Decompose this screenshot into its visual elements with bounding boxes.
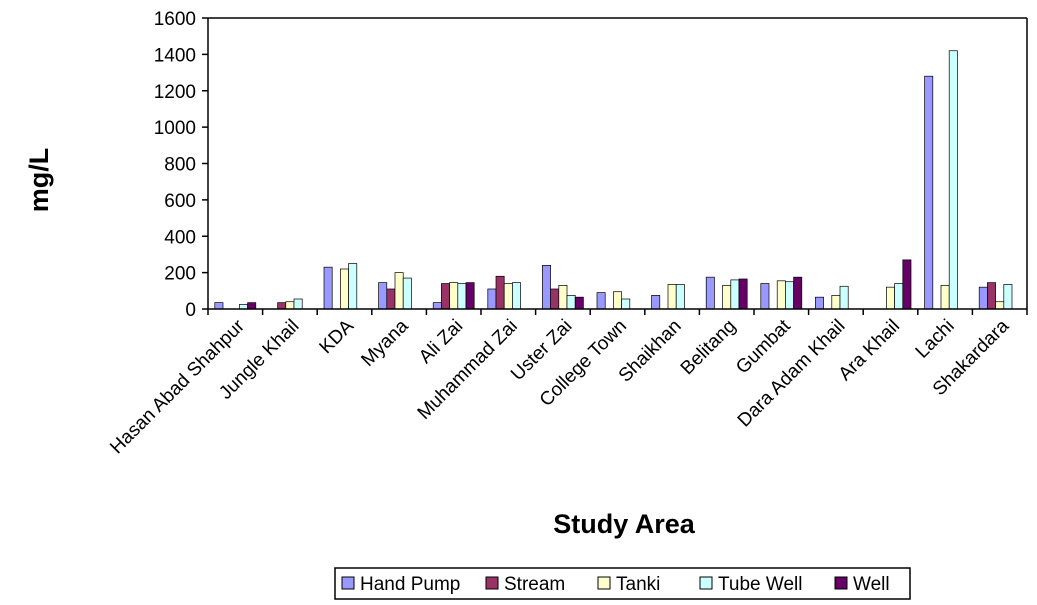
x-tick-label: Belitang <box>677 316 740 379</box>
bar <box>785 281 794 310</box>
bars-group <box>214 50 1013 310</box>
x-axis-title: Study Area <box>553 509 696 539</box>
bar <box>722 285 732 310</box>
bar <box>386 288 396 310</box>
bar <box>886 286 895 310</box>
bar <box>1003 284 1013 310</box>
bar <box>776 280 786 310</box>
y-tick-label: 800 <box>164 155 196 176</box>
y-tick-label: 200 <box>164 264 196 285</box>
bar <box>621 298 631 310</box>
bar <box>651 295 661 310</box>
bar <box>441 283 450 310</box>
bar <box>378 282 388 310</box>
bar <box>558 285 568 310</box>
legend-label: Tanki <box>616 574 660 595</box>
x-tick-label: Ali Zai <box>415 316 467 368</box>
bar <box>402 277 412 310</box>
bar <box>432 302 442 310</box>
y-axis-title: mg/L <box>24 148 54 213</box>
y-tick-label: 1600 <box>154 9 196 30</box>
y-tick-label: 1400 <box>154 45 196 66</box>
legend-swatch <box>597 576 611 590</box>
bar <box>978 286 988 310</box>
bar <box>667 284 677 310</box>
bar <box>348 263 358 310</box>
bar <box>465 282 475 310</box>
bar <box>730 279 740 310</box>
bar <box>340 268 349 310</box>
bar <box>542 265 551 310</box>
bar <box>839 285 849 310</box>
bar <box>503 283 513 310</box>
bar <box>487 288 497 310</box>
bar <box>831 295 841 310</box>
legend-swatch <box>485 576 499 590</box>
bar <box>596 292 606 310</box>
legend-swatch <box>699 576 713 590</box>
bar <box>574 296 584 310</box>
bar <box>247 302 257 310</box>
bar <box>394 272 404 310</box>
legend-frame <box>334 567 911 600</box>
bar <box>449 282 459 310</box>
bar <box>902 259 912 310</box>
legend: Hand Pump Stream Tanki Tube Well Well <box>334 567 911 600</box>
x-tick-label: Myana <box>357 315 412 370</box>
bar <box>566 295 576 310</box>
bar <box>675 284 685 310</box>
bar <box>995 301 1005 310</box>
bar <box>793 276 803 310</box>
x-tick-label: Lachi <box>912 316 959 363</box>
bar <box>924 75 934 310</box>
bar <box>815 296 824 310</box>
y-tick-label: 1000 <box>154 118 196 139</box>
bar <box>940 285 950 310</box>
bar <box>277 302 287 310</box>
bar <box>948 50 958 310</box>
x-tick-label: KDA <box>316 315 359 358</box>
legend-label: Well <box>853 574 890 595</box>
bar <box>550 288 560 310</box>
bar <box>705 276 715 310</box>
bar <box>613 291 622 310</box>
bar <box>323 266 333 310</box>
y-tick-label: 600 <box>164 191 196 212</box>
bar <box>214 302 224 310</box>
legend-swatch <box>834 576 848 590</box>
bar <box>987 282 996 310</box>
bar <box>457 283 467 310</box>
bar <box>894 283 904 310</box>
legend-label: Stream <box>504 574 565 595</box>
bar <box>293 298 303 310</box>
y-tick-label: 400 <box>164 227 196 248</box>
y-tick-label: 0 <box>185 300 196 321</box>
x-tick-label: Ara Khail <box>835 316 904 385</box>
bar <box>495 275 505 310</box>
legend-swatch <box>341 576 355 590</box>
x-tick-label: Muhammad Zai <box>414 316 522 424</box>
legend-label: Tube Well <box>718 574 802 595</box>
y-tick-label: 1200 <box>154 82 196 103</box>
y-ticks-group: 0 200 400 600 800 1000 1200 1400 1600 <box>154 9 208 321</box>
legend-label: Hand Pump <box>360 574 460 595</box>
bar <box>738 278 748 310</box>
bar <box>512 282 521 310</box>
bar <box>285 301 295 310</box>
bar <box>760 283 770 310</box>
